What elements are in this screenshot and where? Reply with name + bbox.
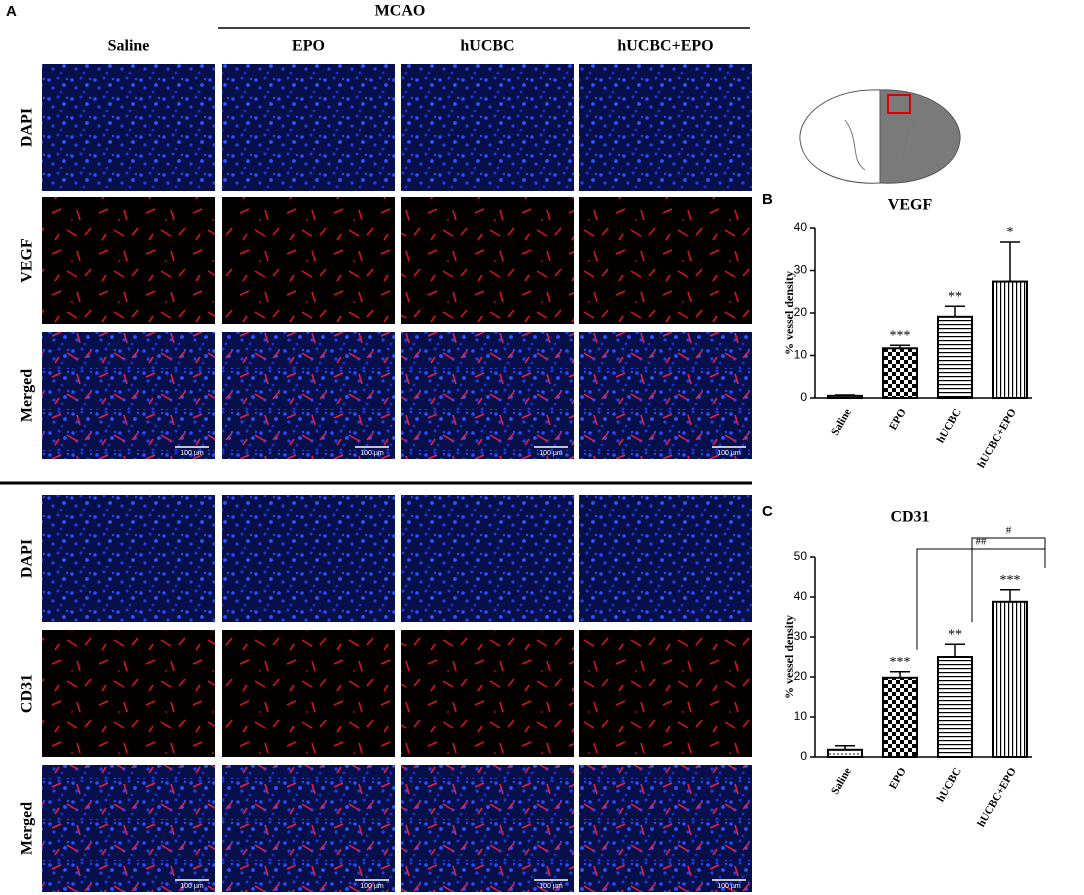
column-header: Saline	[108, 38, 150, 55]
micrograph	[579, 495, 752, 622]
row-label: VEGF	[19, 238, 36, 283]
row-label: Merged	[19, 802, 36, 855]
y-tick-label: 50	[794, 549, 808, 563]
significance: **	[948, 289, 962, 304]
y-tick-label: 30	[794, 629, 808, 643]
micrograph	[579, 64, 752, 191]
row-label: CD31	[19, 674, 36, 713]
micrograph	[42, 495, 215, 622]
scale-bar-label: 100 µm	[360, 450, 384, 457]
micrograph	[42, 765, 215, 892]
bar	[882, 676, 918, 758]
column-header: hUCBC	[460, 38, 514, 55]
y-tick-label: 10	[794, 709, 808, 723]
significance: **	[948, 627, 962, 642]
chart-title: VEGF	[888, 197, 933, 214]
micrograph	[42, 64, 215, 191]
significance: ***	[1000, 573, 1021, 588]
comparison-label: ##	[976, 536, 988, 548]
x-tick-label: Saline	[829, 407, 854, 438]
y-tick-label: 40	[794, 589, 808, 603]
x-tick-label: hUCBC+EPO	[975, 406, 1019, 470]
x-tick-label: EPO	[887, 765, 909, 791]
y-tick-label: 0	[800, 749, 807, 763]
significance: ***	[890, 655, 911, 670]
bar	[937, 315, 973, 400]
bar	[827, 748, 863, 758]
row-label: Merged	[19, 369, 36, 422]
x-tick-label: EPO	[887, 406, 909, 432]
scale-bar-label: 100 µm	[360, 883, 384, 890]
row-label: DAPI	[19, 539, 36, 578]
panel-label: C	[762, 503, 773, 520]
y-tick-label: 20	[794, 669, 808, 683]
micrograph	[401, 630, 574, 757]
panel-label: B	[762, 191, 773, 208]
significance: ***	[890, 329, 911, 344]
micrograph	[579, 197, 752, 324]
panel-label: A	[6, 3, 17, 20]
x-tick-label: hUCBC	[935, 407, 964, 445]
micrograph	[401, 197, 574, 324]
scale-bar-label: 100 µm	[717, 883, 741, 890]
micrograph	[401, 332, 574, 459]
scale-bar-label: 100 µm	[539, 883, 563, 890]
micrograph	[579, 332, 752, 459]
bar	[937, 656, 973, 758]
micrograph	[222, 64, 395, 191]
bar	[992, 280, 1028, 399]
y-axis-label: % vessel density	[782, 615, 796, 699]
column-header: EPO	[292, 38, 325, 55]
micrograph	[579, 765, 752, 892]
micrograph	[401, 495, 574, 622]
scale-bar-label: 100 µm	[717, 450, 741, 457]
micrograph	[222, 495, 395, 622]
scale-bar-label: 100 µm	[539, 450, 563, 457]
bar	[882, 347, 918, 399]
x-tick-label: Saline	[829, 766, 854, 797]
row-label: DAPI	[19, 108, 36, 147]
micrograph	[222, 197, 395, 324]
micrograph	[579, 630, 752, 757]
comparison-bracket	[971, 537, 1046, 623]
micrograph	[42, 197, 215, 324]
micrograph	[222, 630, 395, 757]
x-tick-label: hUCBC+EPO	[975, 765, 1019, 829]
micrograph	[401, 64, 574, 191]
chart-title: CD31	[890, 509, 929, 526]
micrograph	[401, 765, 574, 892]
y-tick-label: 10	[794, 348, 808, 362]
x-tick-label: hUCBC	[935, 766, 964, 804]
comparison-label: #	[1006, 525, 1012, 537]
micrograph	[42, 332, 215, 459]
micrograph	[42, 630, 215, 757]
y-tick-label: 0	[800, 390, 807, 404]
micrograph	[222, 332, 395, 459]
y-tick-label: 20	[794, 305, 808, 319]
brain-inset	[799, 89, 961, 184]
bar	[992, 600, 1028, 758]
group-label: MCAO	[375, 3, 426, 20]
y-axis-label: % vessel density	[782, 271, 796, 355]
y-tick-label: 40	[794, 220, 808, 234]
significance: *	[1007, 225, 1014, 240]
scale-bar-label: 100 µm	[180, 883, 204, 890]
column-header: hUCBC+EPO	[617, 38, 713, 55]
micrograph	[222, 765, 395, 892]
y-tick-label: 30	[794, 263, 808, 277]
scale-bar-label: 100 µm	[180, 450, 204, 457]
bar	[827, 394, 863, 399]
